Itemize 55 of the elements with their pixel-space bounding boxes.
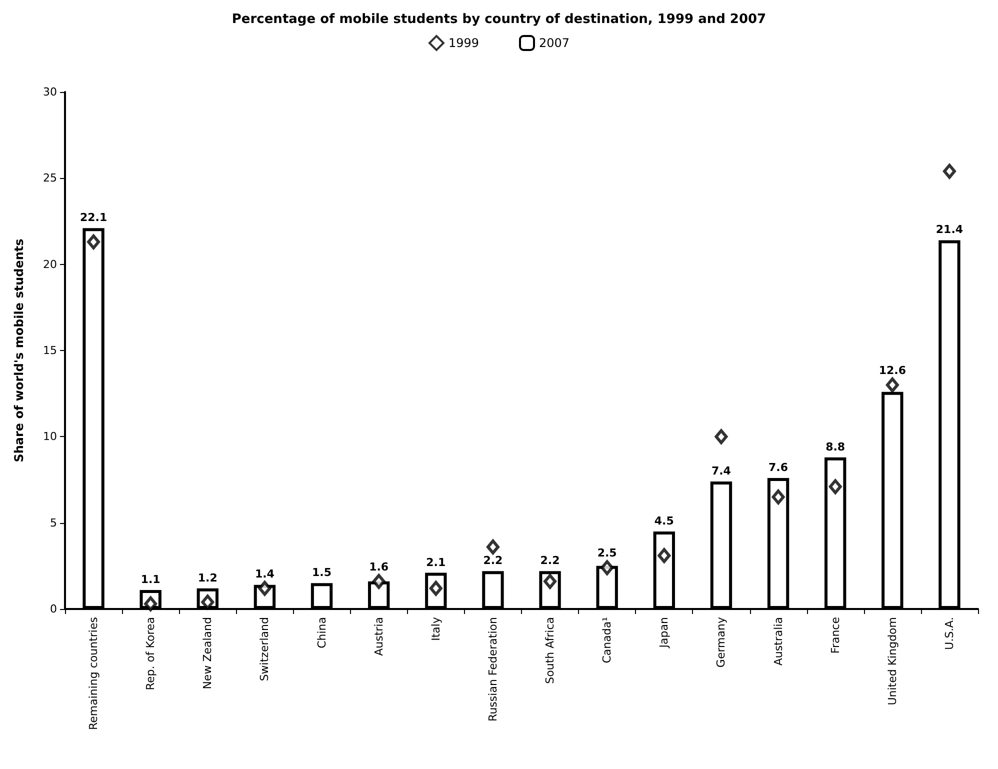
x-tick-label: Russian Federation [486, 616, 500, 722]
y-tick-label: 10 [43, 430, 57, 444]
data-label: 2.5 [597, 546, 617, 560]
x-tick-label: Germany [714, 616, 728, 668]
data-label: 4.5 [654, 514, 674, 528]
data-label: 1.5 [312, 566, 332, 580]
point [714, 429, 728, 444]
point [658, 548, 671, 564]
x-tick-label: Japan [658, 616, 671, 649]
x-tick-label: China [315, 617, 328, 648]
data-label: 22.1 [80, 211, 108, 224]
x-tick-label: Remaining countries [87, 616, 100, 730]
x-tick-label: South Africa [544, 617, 557, 684]
legend-label: 1999 [448, 36, 480, 50]
y-tick-label: 0 [50, 602, 57, 616]
legend-label: 2007 [539, 36, 570, 50]
point [372, 574, 386, 589]
data-label: 7.6 [768, 461, 788, 474]
y-tick-label: 30 [43, 86, 57, 98]
y-axis-title: Share of world's mobile students [12, 238, 26, 462]
data-label: 12.6 [878, 364, 906, 377]
data-label: 1.2 [198, 571, 218, 584]
point [87, 234, 100, 250]
data-label: 21.4 [936, 223, 964, 236]
point [886, 377, 899, 392]
y-tick-label: 5 [50, 516, 57, 530]
x-tick-label: Rep. of Korea [144, 617, 158, 690]
x-tick-label: Austria [372, 617, 386, 656]
point [600, 560, 614, 576]
x-tick-label: U.S.A. [942, 617, 956, 650]
point [258, 580, 272, 596]
point [828, 479, 842, 494]
data-label: 2.1 [426, 556, 446, 569]
x-tick-label: United Kingdom [886, 617, 899, 706]
x-tick-label: New Zealand [201, 617, 214, 690]
data-label: 8.8 [826, 440, 846, 454]
x-tick-label: Australia [772, 617, 785, 666]
x-tick-label: France [828, 616, 842, 654]
point [486, 539, 500, 554]
x-tick-label: Canada¹ [600, 617, 614, 664]
data-label: 2.2 [540, 554, 560, 568]
data-label: 1.6 [369, 560, 389, 574]
chart-title: Percentage of mobile students by country of destination, 1999 and 2007 [232, 12, 766, 27]
point [544, 574, 557, 589]
x-tick-label: Switzerland [258, 617, 272, 682]
data-label: 1.1 [140, 573, 160, 586]
y-tick-label: 20 [43, 258, 57, 271]
point [772, 489, 785, 504]
data-label: 7.4 [711, 464, 732, 478]
y-tick-label: 25 [43, 172, 57, 185]
point [942, 164, 956, 179]
y-tick-label: 15 [43, 344, 57, 357]
x-tick-label: Italy [429, 616, 442, 641]
data-label: 2.2 [483, 554, 503, 568]
data-label: 1.4 [254, 567, 275, 580]
